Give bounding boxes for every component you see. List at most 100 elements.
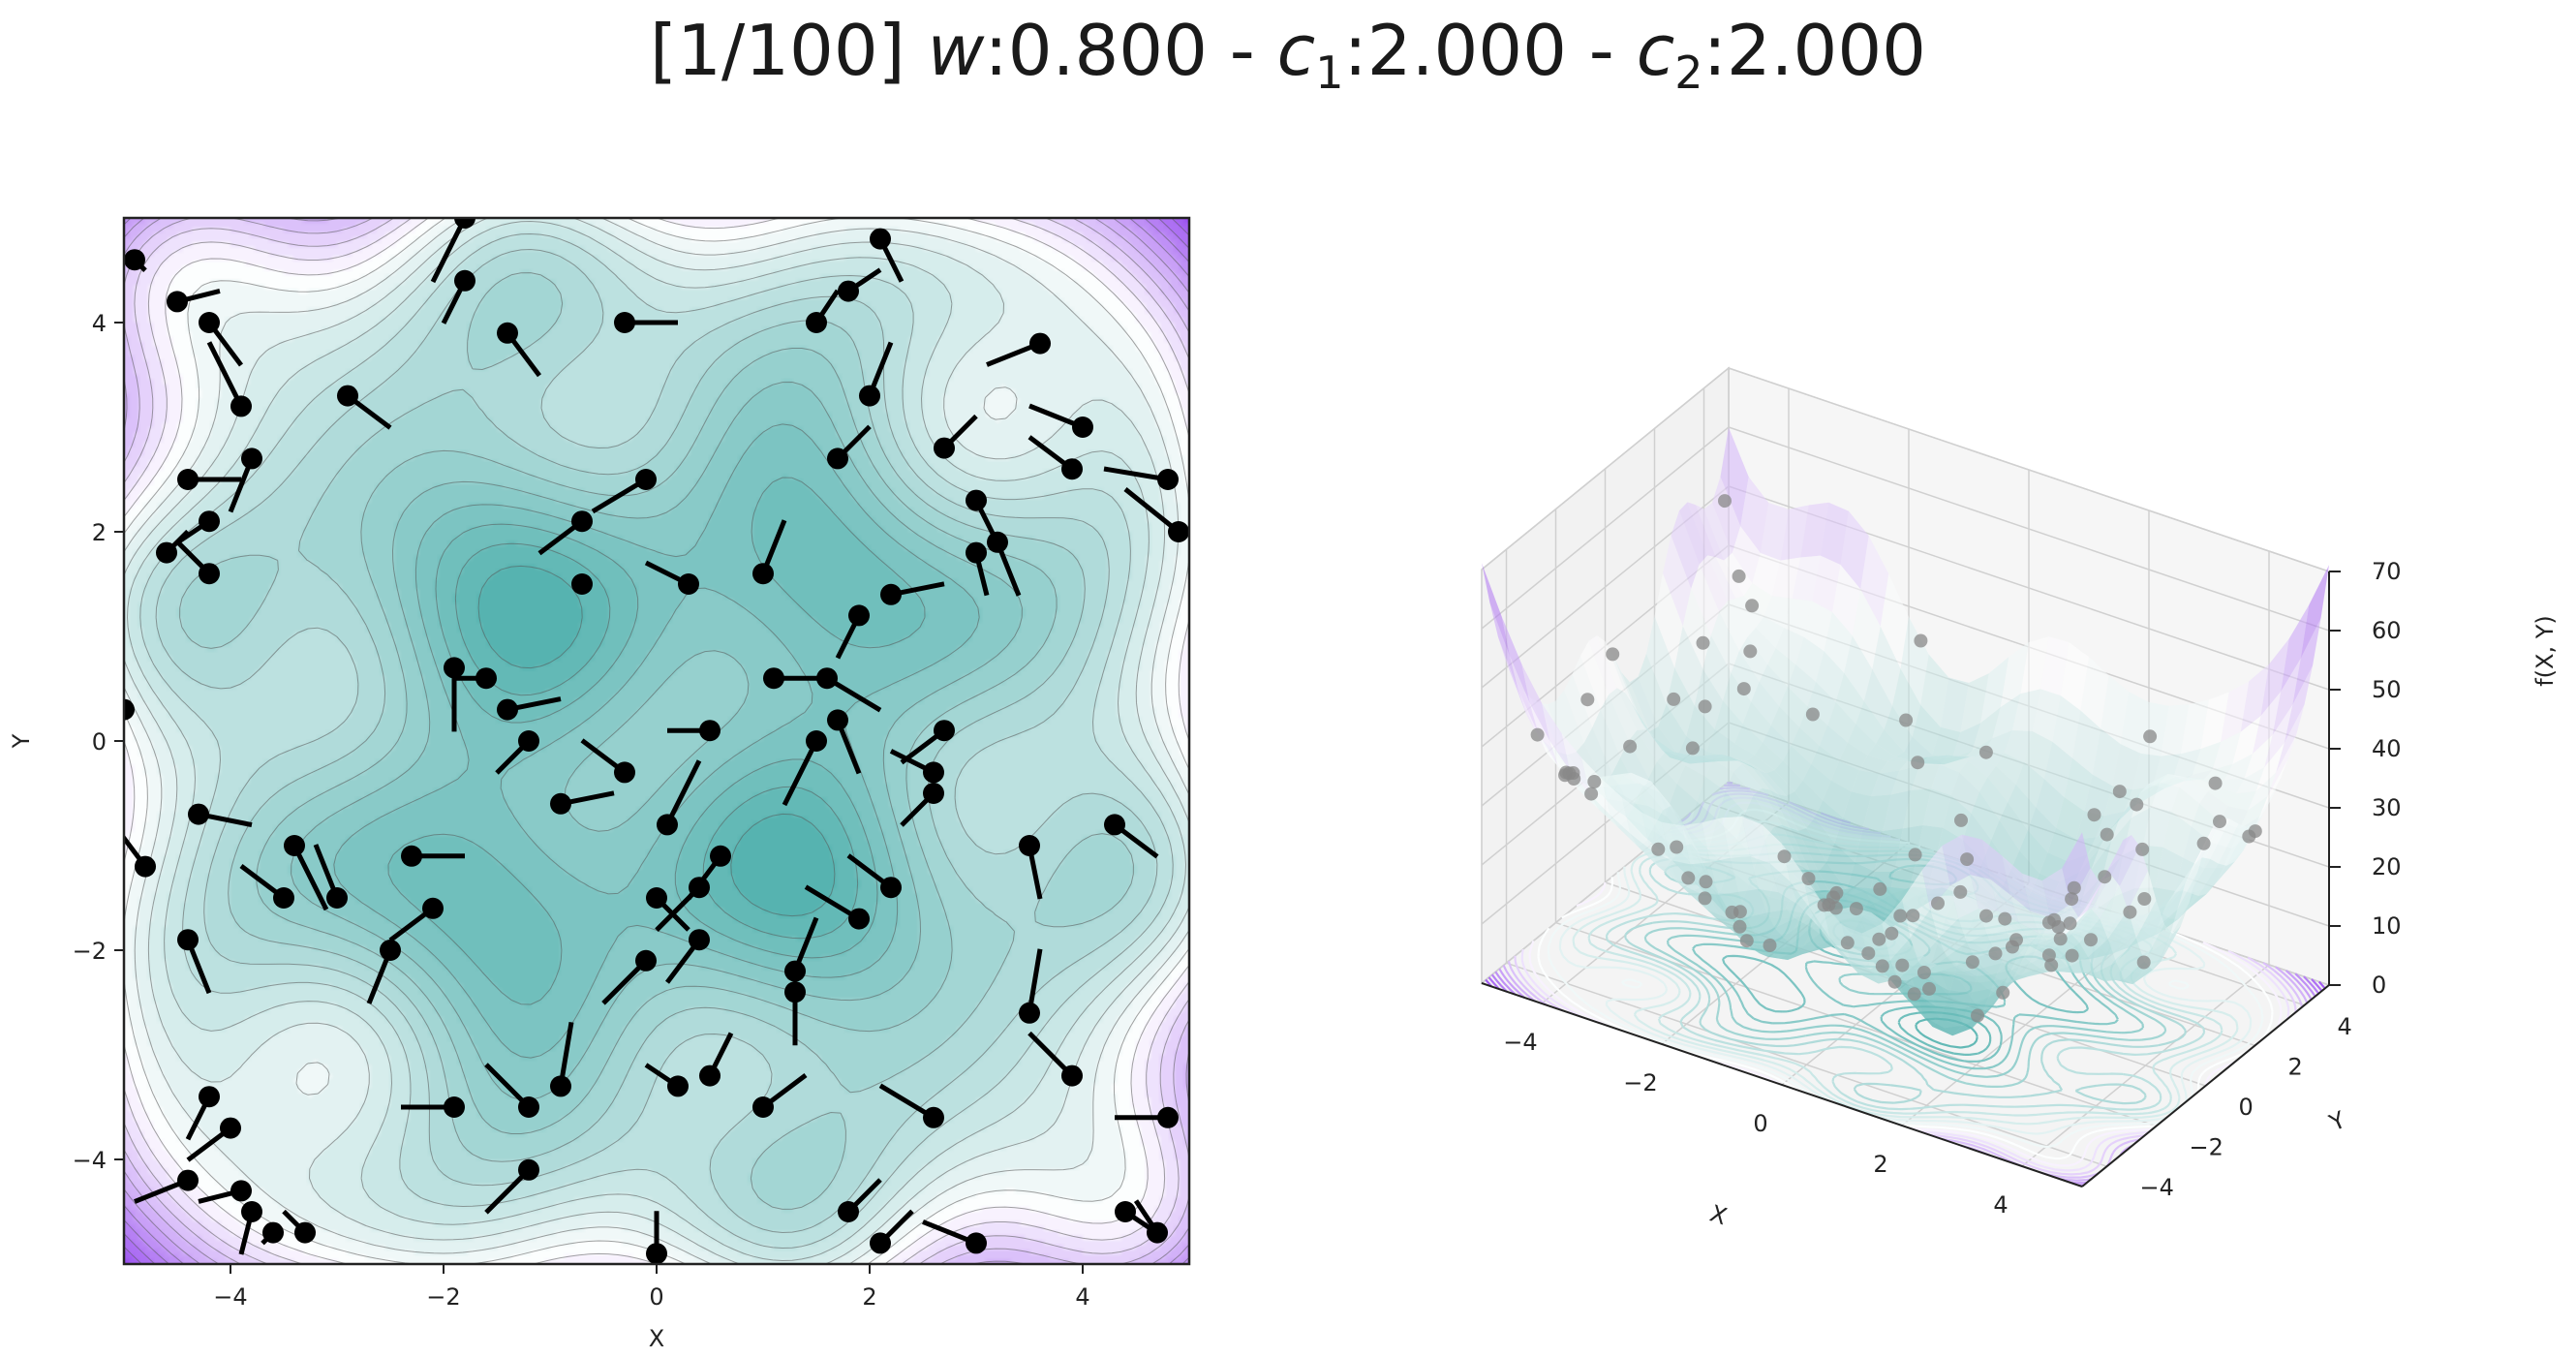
particle-3d — [1893, 909, 1908, 923]
surface-face — [1982, 962, 2011, 975]
surface-face — [1751, 947, 1780, 959]
surface-face — [2171, 787, 2200, 827]
particle-3d — [2098, 870, 2112, 884]
surface-face — [2041, 868, 2070, 918]
surface-face — [1741, 763, 1770, 790]
surface-face — [1999, 974, 2028, 983]
surface-face — [1814, 800, 1843, 844]
contour-line — [387, 477, 926, 1005]
surface-face — [1637, 729, 1666, 762]
surface-face — [2027, 807, 2056, 852]
surface-face — [1766, 910, 1795, 928]
surface-face — [1999, 802, 2028, 850]
surface-face — [1990, 879, 2019, 923]
surface-face — [1774, 918, 1803, 938]
particle-3d — [1954, 813, 1968, 827]
velocity-arrow — [558, 1021, 574, 1087]
surface-mesh — [1482, 427, 2329, 1036]
surface-face — [1561, 733, 1590, 795]
surface-face — [1753, 787, 1782, 828]
particle-3d — [2130, 797, 2144, 812]
contour-line — [124, 218, 1189, 1264]
z-tick-label-3d: 70 — [2372, 558, 2402, 585]
surface-face — [1801, 872, 1830, 939]
surface-face — [1771, 943, 1800, 959]
surface-face — [2102, 835, 2131, 880]
particle — [550, 1075, 571, 1097]
surface-face — [1702, 634, 1732, 701]
surface-face — [2035, 934, 2064, 948]
particle — [571, 573, 593, 595]
surface-face — [1721, 755, 1750, 765]
particle-3d — [1873, 881, 1887, 896]
surface-face — [1676, 765, 1705, 802]
surface-face — [1868, 889, 1897, 918]
surface-face — [1621, 797, 1650, 849]
floor-contour-line — [1494, 782, 2316, 1187]
surface-face — [1918, 939, 1947, 972]
particle — [497, 698, 518, 721]
surface-face — [2015, 761, 2044, 808]
surface-face — [1501, 616, 1530, 704]
surface-face — [2092, 728, 2121, 787]
surface-face — [1779, 686, 1808, 727]
surface-face — [1548, 700, 1577, 756]
surface-face — [1959, 980, 1988, 993]
surface-face — [1628, 730, 1657, 778]
particle — [1019, 1002, 1040, 1024]
surface-face — [2198, 863, 2227, 896]
surface-face — [1920, 654, 1949, 727]
particle — [934, 437, 955, 459]
particle-3d — [2136, 955, 2151, 970]
particle-3d — [2123, 905, 2137, 919]
particle — [337, 385, 358, 407]
surface-face — [1967, 756, 1996, 778]
surface-face — [2019, 968, 2048, 977]
particle — [784, 981, 806, 1003]
surface-face — [1800, 502, 1829, 558]
particle — [1147, 1221, 1168, 1244]
surface-face — [1936, 1006, 1965, 1029]
particle-3d — [1763, 939, 1777, 952]
surface-face — [1642, 781, 1671, 811]
surface-face — [1555, 690, 1584, 753]
contour-line — [139, 233, 1174, 1249]
surface-face — [1811, 745, 1840, 781]
surface-face — [1816, 651, 1845, 702]
velocity-arrow — [782, 739, 819, 807]
x-tick-label: 0 — [649, 1283, 663, 1311]
particle-3d — [1805, 707, 1820, 722]
velocity-arrow — [664, 759, 702, 826]
surface-face — [1963, 968, 1992, 976]
surface-face — [2056, 797, 2085, 840]
surface-face — [1603, 772, 1632, 777]
particle-3d — [1907, 987, 1921, 1002]
grid-line-3d — [1728, 367, 2330, 572]
surface-face — [2199, 791, 2228, 822]
surface-face — [1884, 705, 1913, 753]
title-c2-value: :2.000 — [1702, 10, 1926, 91]
grid-line-3d — [1481, 426, 1730, 630]
surface-face — [1592, 709, 1621, 774]
surface-face — [1781, 824, 1810, 872]
surface-face — [1968, 989, 1997, 1005]
surface-face — [1622, 772, 1651, 787]
surface-face — [1860, 536, 1889, 627]
surface-face — [1542, 702, 1571, 771]
surface-face — [1951, 972, 1980, 983]
surface-face — [2193, 741, 2222, 775]
surface-face — [1952, 723, 1981, 758]
surface-face — [2119, 846, 2148, 910]
surface-face — [1930, 885, 1959, 940]
particle — [273, 887, 294, 909]
surface-face — [1763, 596, 1793, 629]
surface-face — [1900, 616, 1929, 705]
y-axis-label: Y — [8, 733, 35, 749]
surface-face — [1939, 755, 1968, 773]
x-tick-label: 2 — [862, 1283, 876, 1311]
y-tick-label-3d: 4 — [2338, 1013, 2352, 1040]
surface-face — [1769, 863, 1798, 906]
particle — [326, 887, 348, 909]
particle-3d — [1698, 891, 1712, 906]
